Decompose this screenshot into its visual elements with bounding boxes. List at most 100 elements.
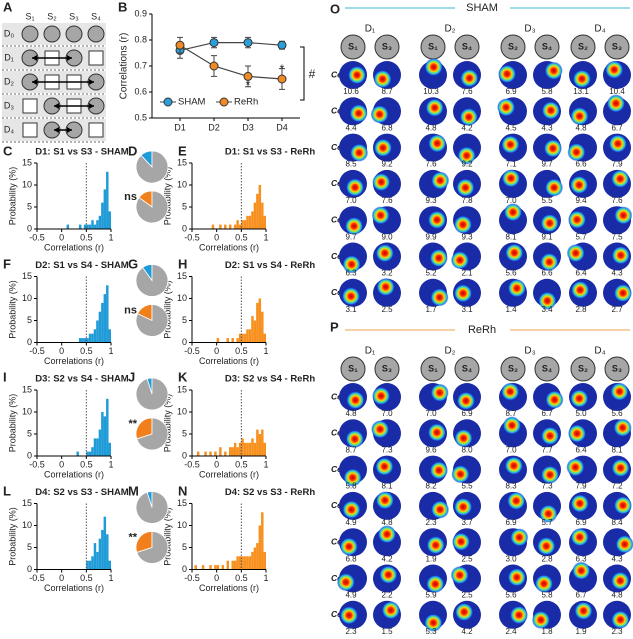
significance-bracket — [300, 46, 305, 101]
bar — [106, 398, 109, 456]
map-field — [459, 108, 478, 127]
map-field — [374, 138, 393, 157]
bar — [83, 338, 87, 343]
map-field — [454, 429, 473, 448]
rate-map — [336, 564, 367, 593]
rate-map — [339, 600, 367, 629]
peak-rate: 7.9 — [575, 482, 587, 491]
map-field — [613, 496, 632, 515]
map-field — [349, 104, 368, 123]
peak-rate: 7.0 — [425, 409, 437, 418]
bar — [88, 333, 92, 343]
peak-rate: 6.7 — [575, 591, 587, 600]
map-field — [615, 535, 633, 554]
day-label: D₄ — [594, 24, 605, 35]
peak-rate: 9.2 — [461, 160, 473, 169]
bar — [201, 565, 205, 570]
map-field — [566, 244, 585, 263]
rate-map — [603, 418, 632, 448]
day-label: D₃ — [524, 346, 535, 357]
bar — [253, 547, 257, 570]
day-label: D₄ — [4, 124, 14, 134]
bar — [251, 316, 254, 343]
bar — [261, 311, 264, 343]
stimulus-circle — [21, 25, 39, 43]
chart-title: D2: S1 vs S4 - ReRh — [225, 260, 315, 271]
rate-map — [373, 491, 401, 520]
peak-rate: 5.0 — [575, 409, 587, 418]
peak-rate: 7.0 — [505, 445, 517, 454]
map-field — [456, 391, 475, 410]
day-label: D₂ — [444, 346, 455, 357]
peak-rate: 4.3 — [611, 554, 623, 563]
peak-rate: 1.9 — [425, 554, 437, 563]
x-tick-label: 1 — [108, 232, 113, 242]
peak-rate: 2.5 — [381, 305, 393, 314]
stimulus-label: S₃ — [612, 363, 622, 373]
peak-rate: 7.6 — [611, 196, 623, 205]
map-field — [424, 613, 443, 632]
peak-rate: 6.3 — [575, 554, 587, 563]
y-tick-label: 10 — [177, 179, 187, 189]
bar — [248, 215, 252, 229]
y-tick-label: 0.6 — [134, 86, 147, 96]
bar — [236, 447, 239, 456]
y-tick-label: 15 — [22, 384, 32, 394]
chart-title: D1: S1 vs S3 - SHAM — [35, 147, 129, 158]
stimulus-label: S₃ — [612, 41, 622, 51]
x-tick-label: 1 — [263, 459, 268, 469]
bar — [93, 224, 97, 229]
stimulus-circle — [570, 356, 596, 382]
x-tick-label: -0.5 — [184, 459, 200, 469]
bar — [103, 294, 107, 343]
rate-map — [566, 455, 597, 484]
point — [277, 40, 287, 50]
map-field — [568, 424, 587, 443]
peak-rate: 6.9 — [505, 87, 517, 96]
rate-map — [419, 97, 447, 126]
map-field — [613, 284, 632, 303]
x-tick-label: 0 — [214, 459, 219, 469]
y-tick-label: 0 — [182, 564, 187, 574]
peak-rate: 3.1 — [345, 305, 357, 314]
series-line — [179, 44, 283, 80]
peak-rate: 3.1 — [461, 305, 473, 314]
map-field — [545, 178, 564, 197]
bar — [91, 333, 94, 343]
peak-rate: 6.9 — [575, 518, 587, 527]
map-field — [611, 458, 630, 477]
map-field — [501, 135, 520, 154]
peak-rate: 7.3 — [381, 445, 393, 454]
bar — [103, 189, 107, 229]
series-line — [179, 42, 283, 51]
peak-rate: 6.8 — [381, 123, 393, 132]
peak-rate: 4.8 — [345, 409, 357, 418]
x-tick-label: 0 — [59, 459, 64, 469]
peak-rate: 4.3 — [611, 269, 623, 278]
bar — [98, 429, 102, 456]
x-tick-label: D2 — [208, 122, 220, 132]
stimulus-circle — [65, 25, 83, 43]
map-field — [567, 143, 586, 162]
x-tick-label: -0.5 — [184, 573, 200, 583]
stimulus-label: S₁ — [348, 363, 358, 373]
map-field — [339, 537, 358, 556]
map-field — [541, 101, 560, 120]
rate-map — [533, 206, 561, 235]
bar — [229, 224, 232, 229]
rate-map — [498, 61, 527, 89]
x-tick-label: 1 — [263, 232, 268, 242]
peak-rate: 1.5 — [381, 627, 393, 636]
rate-map — [569, 383, 597, 411]
rate-map — [339, 383, 367, 411]
point — [277, 74, 287, 84]
bar — [248, 442, 252, 456]
panel-label: G — [128, 256, 138, 271]
map-field — [372, 173, 391, 192]
peak-rate: 6.6 — [541, 269, 553, 278]
x-axis-label: Correlations (r) — [199, 242, 259, 252]
stimulus-header: S₁ — [25, 11, 34, 21]
day-label: D₃ — [524, 24, 535, 35]
rate-map — [339, 242, 367, 274]
bar — [214, 565, 217, 570]
